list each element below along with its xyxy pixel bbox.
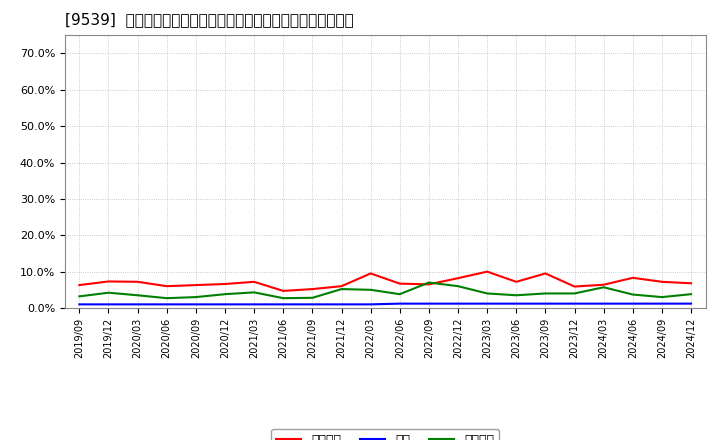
Legend: 売上債権, 在庫, 買入債務: 売上債権, 在庫, 買入債務: [271, 429, 499, 440]
Text: [9539]  売上債権、在庫、買入債務の総資産に対する比率の推移: [9539] 売上債権、在庫、買入債務の総資産に対する比率の推移: [65, 12, 354, 27]
